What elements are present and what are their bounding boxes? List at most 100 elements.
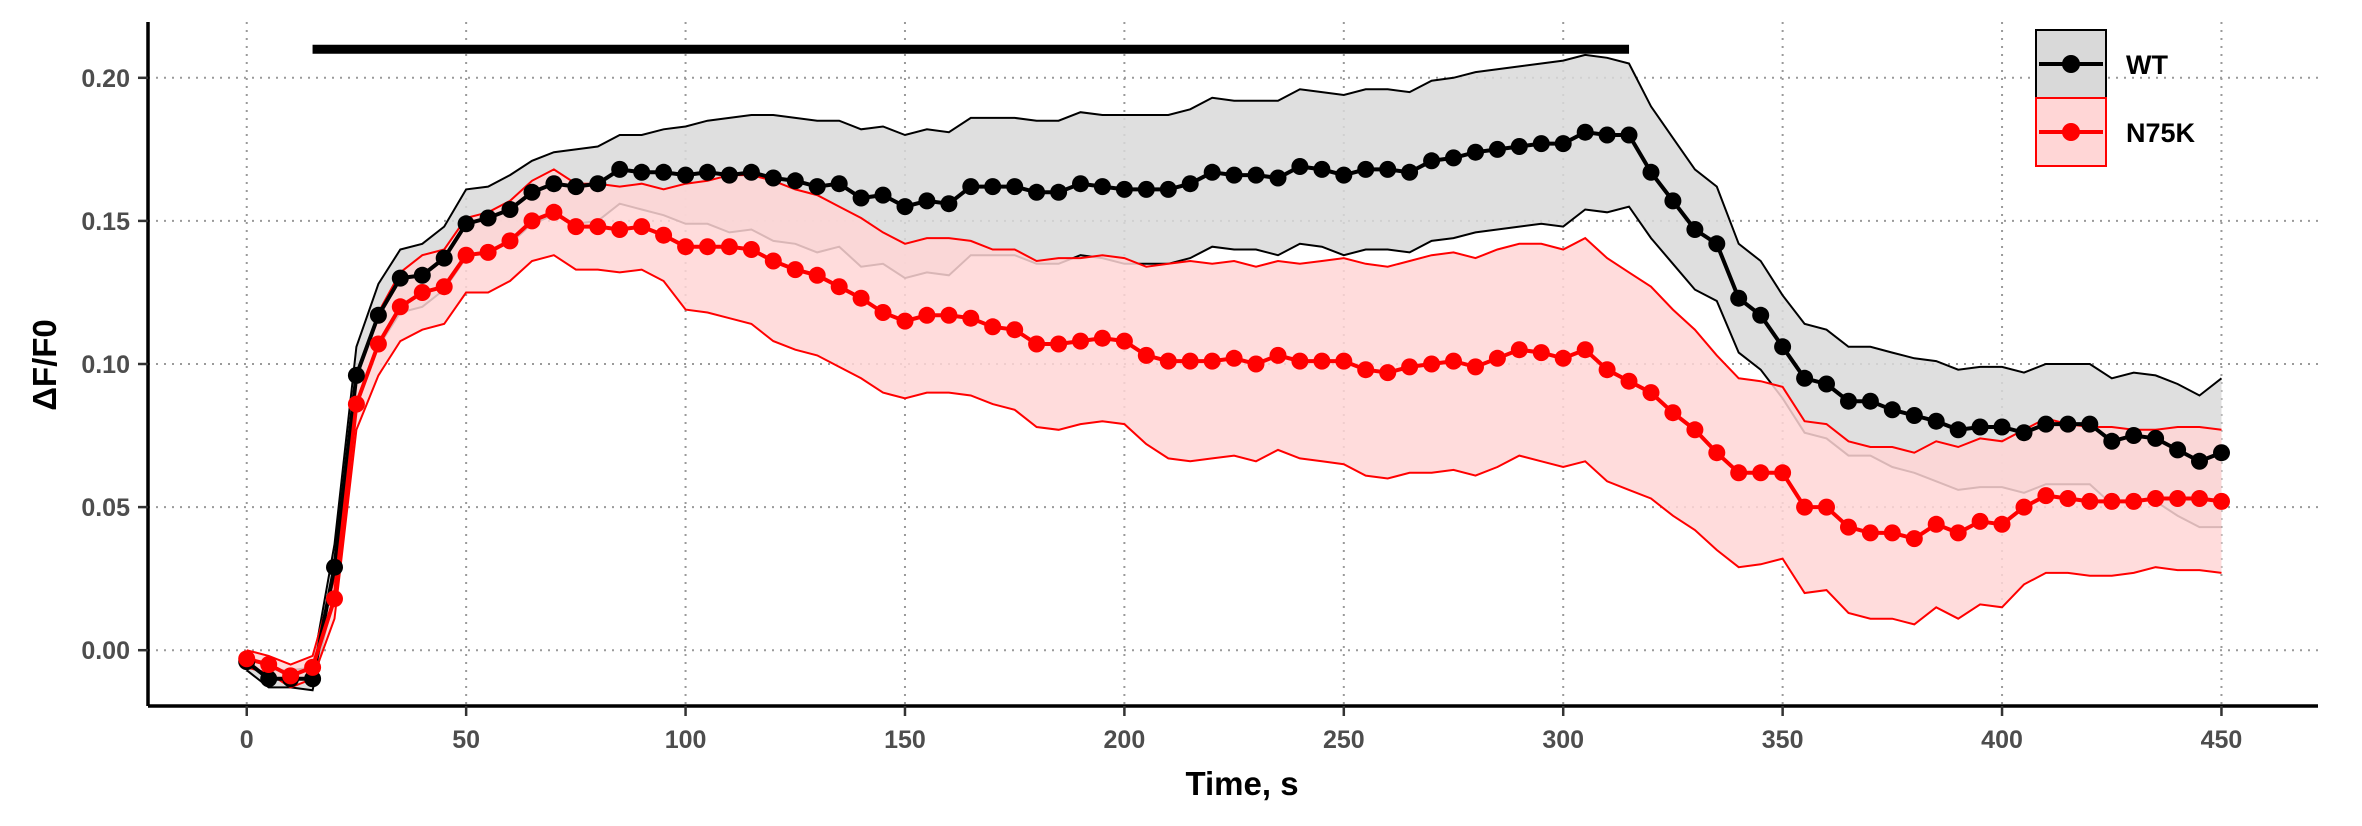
data-point-n75k	[567, 218, 585, 236]
data-point-n75k	[1423, 355, 1441, 373]
x-tick-label: 400	[1981, 726, 2023, 754]
data-point-wt	[940, 195, 958, 213]
x-tick-label: 50	[452, 726, 480, 754]
data-point-wt	[1488, 140, 1506, 158]
data-point-n75k	[1203, 352, 1221, 370]
data-point-wt	[1247, 166, 1265, 184]
data-point-n75k	[1488, 349, 1506, 367]
x-tick-label: 450	[2201, 726, 2243, 754]
data-point-n75k	[589, 218, 607, 236]
data-point-wt	[2059, 415, 2077, 433]
data-point-wt	[1554, 135, 1572, 153]
data-point-wt	[1708, 235, 1726, 253]
data-point-n75k	[742, 241, 760, 258]
data-point-n75k	[2213, 492, 2230, 510]
data-point-wt	[523, 183, 541, 201]
data-point-n75k	[2191, 490, 2208, 507]
data-point-wt	[260, 670, 278, 688]
data-point-wt	[1576, 123, 1594, 141]
data-point-n75k	[413, 284, 431, 301]
x-tick-label: 350	[1762, 726, 1804, 754]
data-point-n75k	[1664, 404, 1682, 422]
data-point-wt	[1181, 175, 1199, 193]
data-point-wt	[1072, 175, 1089, 193]
data-point-wt	[699, 163, 716, 181]
data-point-n75k	[238, 650, 256, 668]
data-point-n75k	[896, 312, 914, 330]
data-point-n75k	[457, 246, 475, 264]
data-point-wt	[347, 366, 365, 384]
data-point-n75k	[2147, 490, 2165, 507]
data-point-n75k	[1532, 344, 1550, 362]
data-point-n75k	[1576, 341, 1594, 359]
data-point-n75k	[677, 238, 695, 256]
band-lower-edge-n75k	[246, 254, 2222, 689]
data-point-n75k	[1796, 498, 1814, 516]
data-point-n75k	[1708, 444, 1726, 462]
data-point-n75k	[1357, 361, 1375, 379]
x-axis-ticks: 0 50 100 150 200 250 300 350 400 450	[240, 706, 2243, 754]
data-point-wt	[984, 178, 1002, 196]
data-point-wt	[1445, 149, 1462, 167]
data-point-n75k	[830, 278, 848, 296]
data-point-n75k	[786, 261, 804, 279]
data-point-wt	[1993, 418, 2011, 436]
data-point-wt	[589, 175, 607, 193]
data-point-wt	[1401, 163, 1419, 181]
data-point-wt	[1335, 166, 1353, 184]
data-point-wt	[2081, 415, 2099, 433]
data-point-wt	[764, 169, 782, 187]
data-point-wt	[501, 201, 519, 218]
data-point-wt	[720, 166, 738, 184]
legend-marker-n75k	[2062, 123, 2080, 141]
data-point-wt	[742, 163, 760, 181]
y-tick-label: 0.00	[81, 637, 130, 665]
data-point-wt	[391, 269, 409, 287]
data-point-n75k	[1335, 352, 1353, 370]
data-point-wt	[1598, 126, 1616, 144]
data-point-wt	[1006, 178, 1024, 196]
data-point-wt	[1686, 221, 1704, 238]
data-point-n75k	[2015, 498, 2033, 516]
data-point-n75k	[1905, 530, 1923, 548]
data-point-wt	[1137, 180, 1155, 198]
data-point-n75k	[1861, 524, 1879, 542]
data-point-n75k	[1159, 352, 1177, 370]
data-point-wt	[2169, 441, 2187, 459]
data-point-wt	[1664, 192, 1682, 210]
data-point-n75k	[479, 243, 497, 261]
data-point-wt	[896, 198, 914, 216]
data-point-n75k	[1510, 341, 1528, 359]
data-point-wt	[852, 189, 870, 207]
data-point-n75k	[1050, 335, 1068, 353]
data-point-wt	[1159, 180, 1177, 198]
data-point-wt	[2103, 432, 2121, 450]
data-point-n75k	[1115, 332, 1133, 350]
data-point-wt	[655, 163, 673, 181]
data-point-n75k	[304, 658, 322, 676]
data-point-n75k	[1883, 524, 1901, 542]
data-point-wt	[1883, 401, 1901, 419]
data-point-wt	[1818, 375, 1835, 393]
data-point-n75k	[501, 232, 519, 250]
data-point-n75k	[611, 221, 629, 238]
data-point-wt	[1313, 160, 1331, 178]
data-point-wt	[1291, 158, 1309, 175]
data-point-wt	[1115, 180, 1133, 198]
data-point-n75k	[852, 289, 870, 307]
data-point-n75k	[1072, 332, 1089, 350]
data-point-wt	[918, 192, 936, 210]
data-point-wt	[413, 266, 431, 284]
data-point-wt	[633, 163, 651, 181]
data-point-wt	[1642, 163, 1660, 181]
data-point-n75k	[435, 278, 453, 296]
data-point-n75k	[1313, 352, 1331, 370]
data-point-n75k	[1598, 361, 1616, 379]
x-tick-label: 150	[884, 726, 926, 754]
legend-label-n75k: N75K	[2126, 118, 2196, 148]
data-point-n75k	[1269, 346, 1287, 364]
data-point-wt	[1774, 338, 1792, 356]
data-point-n75k	[2103, 492, 2121, 510]
data-point-n75k	[1379, 364, 1397, 382]
data-point-n75k	[1006, 321, 1024, 339]
